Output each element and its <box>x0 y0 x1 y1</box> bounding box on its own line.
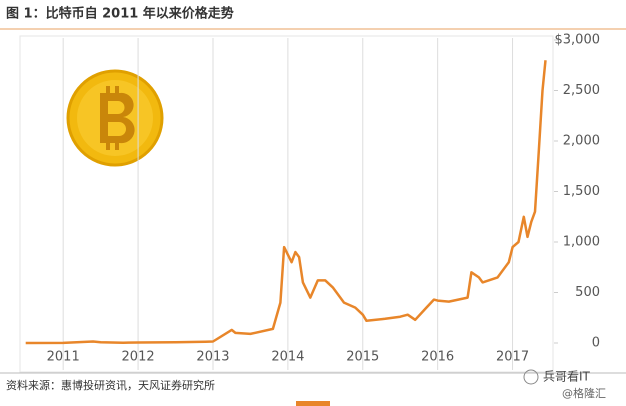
y-tick-label: 1,000 <box>563 235 600 250</box>
y-tick-label: $3,000 <box>555 33 601 48</box>
y-tick-label: 0 <box>592 336 600 351</box>
watermark-site: @格隆汇 <box>562 386 606 400</box>
y-tick-label: 1,500 <box>563 184 600 199</box>
price-line <box>25 60 547 345</box>
footer-accent <box>296 401 330 406</box>
x-tick-label: 2017 <box>496 350 529 365</box>
x-tick-label: 2013 <box>196 350 229 365</box>
x-tick-label: 2011 <box>47 350 80 365</box>
y-tick-label: 500 <box>575 285 600 300</box>
x-tick-label: 2016 <box>421 350 454 365</box>
source-note: 资料来源：惠博投研资讯，天风证券研究所 <box>6 378 215 392</box>
bitcoin-logo <box>66 69 164 167</box>
x-tick-label: 2015 <box>346 350 379 365</box>
x-tick-label: 2014 <box>271 350 304 365</box>
watermark-icon <box>523 369 539 385</box>
watermark-account: 兵哥看IT <box>543 370 591 384</box>
x-tick-label: 2012 <box>122 350 155 365</box>
y-tick-label: 2,500 <box>563 83 600 98</box>
figure-title: 图 1：比特币自 2011 年以来价格走势 <box>6 6 234 22</box>
y-tick-label: 2,000 <box>563 134 600 149</box>
